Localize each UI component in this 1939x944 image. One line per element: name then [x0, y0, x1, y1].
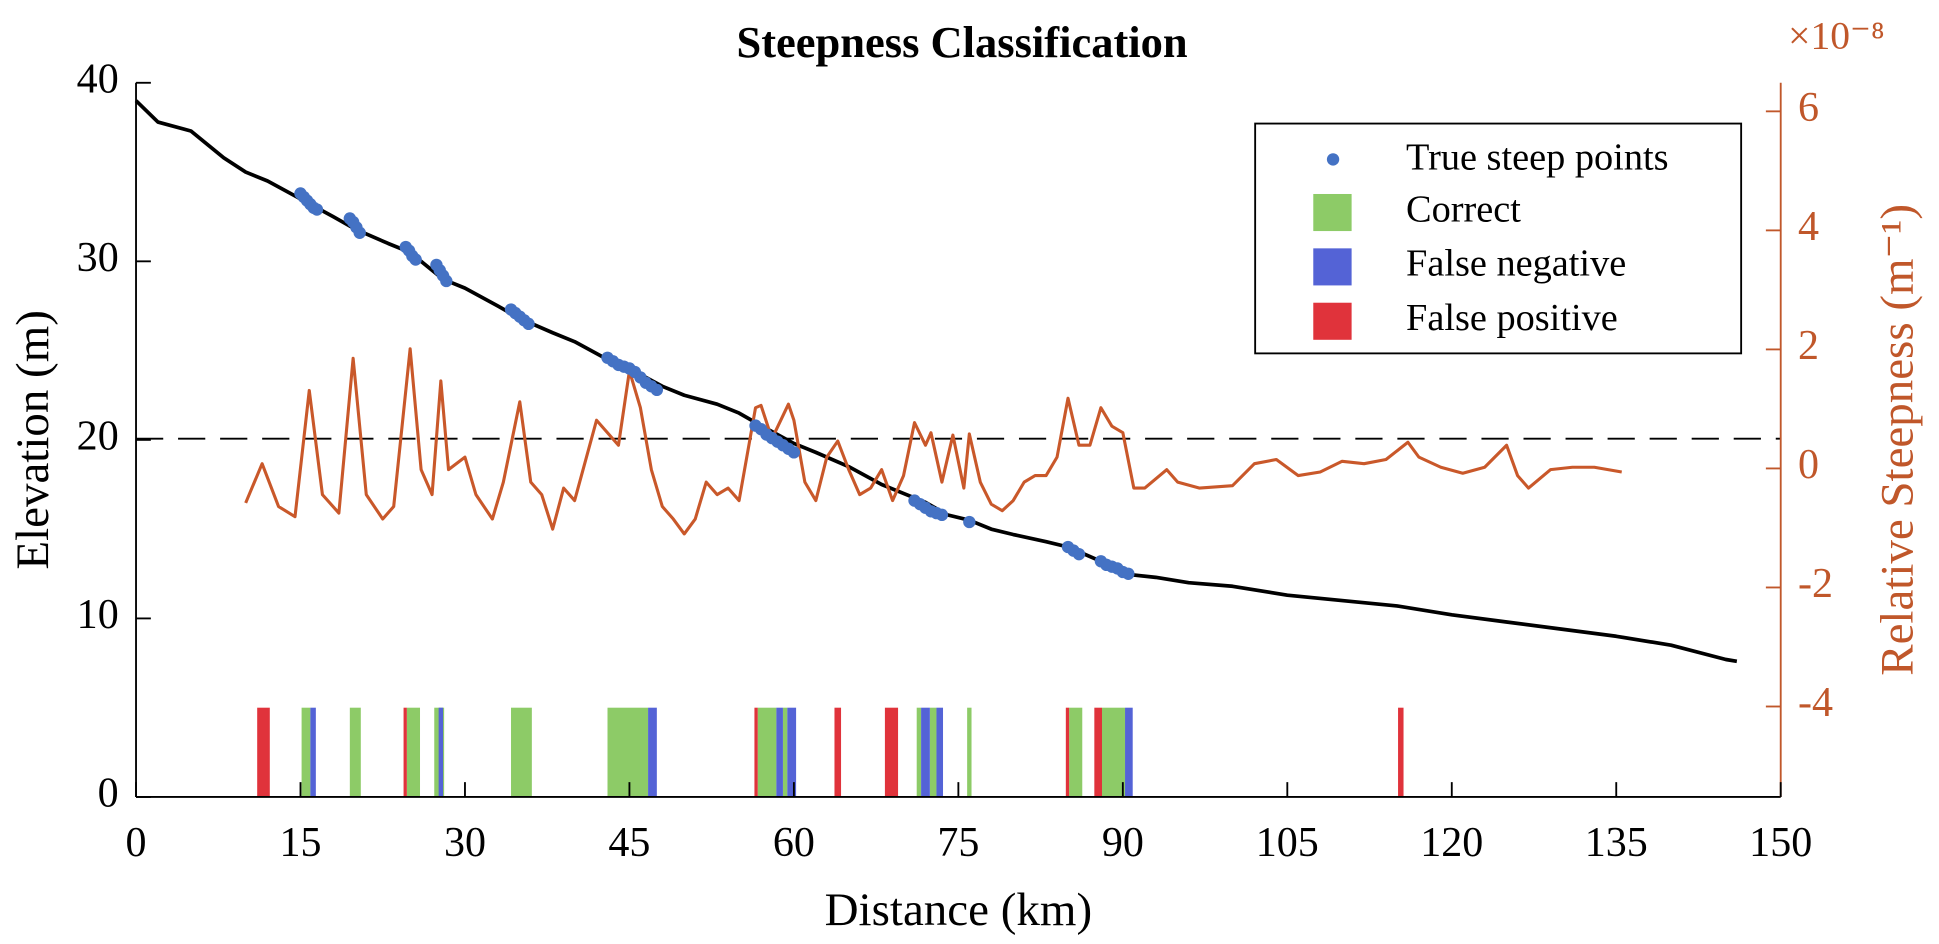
x-tick-label: 15: [279, 820, 321, 866]
y2-tick-label: -4: [1798, 680, 1833, 726]
y-axis-label: Elevation (m): [7, 310, 59, 569]
y2-tick-label: 6: [1798, 85, 1819, 131]
class-bar: [648, 707, 657, 797]
steep-point: [963, 515, 976, 529]
class-bar: [257, 707, 270, 797]
class-bar: [1102, 707, 1126, 797]
y2-exponent: ×10⁻⁸: [1788, 14, 1885, 58]
class-bar: [301, 707, 311, 797]
class-bar: [438, 707, 444, 797]
class-bar: [757, 707, 777, 797]
class-bar: [776, 707, 783, 797]
y-tick-label: 40: [77, 56, 119, 102]
steep-point: [787, 446, 801, 459]
x-tick-label: 30: [444, 820, 486, 866]
class-bar: [403, 707, 407, 797]
class-bar: [1398, 707, 1404, 797]
class-bar: [929, 707, 937, 797]
legend-swatch: [1313, 193, 1352, 232]
class-bar: [310, 707, 316, 797]
legend-label: Correct: [1406, 188, 1521, 230]
class-bar: [967, 707, 972, 797]
y-tick-label: 10: [77, 592, 119, 638]
x-tick-label: 135: [1585, 820, 1648, 866]
x-tick-label: 90: [1102, 820, 1144, 866]
class-bar: [511, 707, 532, 797]
class-bar: [1094, 707, 1103, 797]
y2-tick-label: -2: [1798, 561, 1833, 607]
class-bar: [406, 707, 421, 797]
chart-title: Steepness Classification: [736, 17, 1187, 67]
x-axis-label: Distance (km): [825, 884, 1092, 936]
y2-axis-label: Relative Steepness (m⁻¹): [1872, 204, 1924, 676]
class-bar: [607, 707, 649, 797]
steepness-line: [244, 347, 1622, 536]
x-tick-label: 120: [1420, 820, 1483, 866]
legend-label: False positive: [1406, 297, 1618, 339]
class-bar: [884, 707, 899, 797]
class-bar: [1069, 707, 1083, 797]
y2-tick-label: 4: [1798, 204, 1819, 250]
class-bar: [349, 707, 361, 797]
elevation-line: [134, 99, 1738, 664]
x-tick-label: 75: [937, 820, 979, 866]
x-tick-label: 45: [608, 820, 650, 866]
y2-tick-label: 0: [1798, 442, 1819, 488]
legend-swatch: [1313, 248, 1352, 286]
y-tick-label: 20: [77, 414, 119, 460]
y-tick-label: 30: [77, 235, 119, 281]
steep-point: [522, 317, 535, 330]
x-tick-label: 105: [1256, 820, 1319, 866]
steep-point: [310, 203, 324, 216]
class-bar: [936, 707, 944, 797]
class-bar: [754, 707, 758, 797]
class-bar: [916, 707, 922, 797]
steep-point: [650, 383, 664, 397]
y-tick-label: 0: [98, 771, 119, 817]
steep-point: [1072, 547, 1086, 561]
legend-swatch: [1313, 302, 1352, 340]
x-tick-label: 150: [1749, 820, 1812, 866]
steep-point: [440, 274, 453, 288]
steep-point: [935, 508, 949, 522]
steep-point: [353, 226, 366, 239]
x-tick-label: 0: [126, 820, 147, 866]
class-bar: [782, 707, 788, 797]
steep-point: [409, 253, 422, 266]
legend-label: True steep points: [1406, 136, 1669, 178]
y2-tick-label: 2: [1798, 323, 1819, 369]
class-bar: [834, 707, 842, 797]
class-bar: [787, 707, 797, 797]
steep-point: [1122, 567, 1135, 580]
x-tick-label: 60: [773, 820, 815, 866]
class-bar: [921, 707, 930, 797]
class-bar: [1065, 707, 1070, 797]
legend-marker: [1326, 153, 1340, 166]
class-bar: [1125, 707, 1133, 797]
legend-label: False negative: [1406, 243, 1626, 285]
